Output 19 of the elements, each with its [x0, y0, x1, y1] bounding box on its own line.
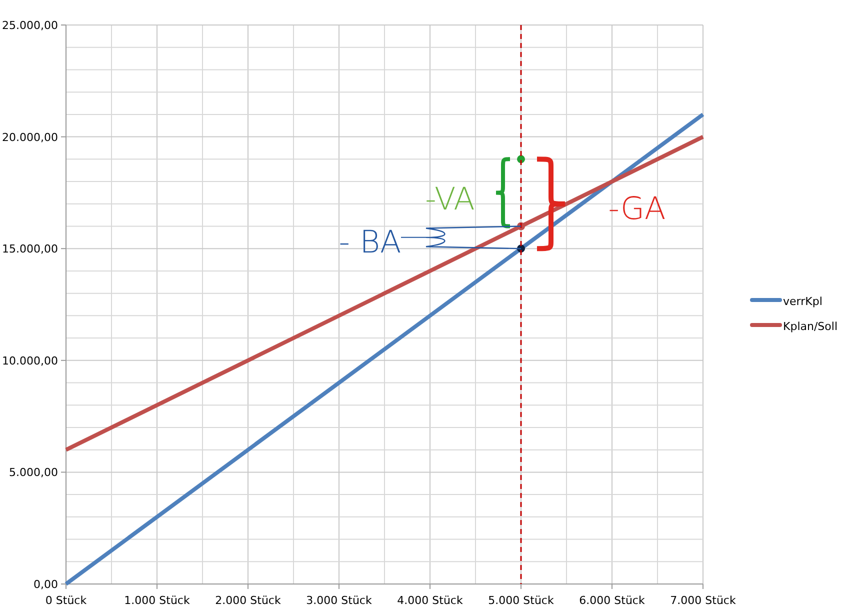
legend-label: verrKpl — [783, 295, 822, 308]
x-tick-label: 5.000 Stück — [488, 594, 554, 607]
annotation: - BA — [338, 224, 402, 261]
y-tick-label: 10.000,00 — [2, 354, 58, 368]
x-tick-label: 0 Stück — [45, 594, 88, 607]
y-tick-label: 5.000,00 — [9, 466, 58, 480]
annotation: -GA — [608, 190, 666, 227]
y-tick-label: 25.000,00 — [2, 19, 58, 32]
x-tick-label: 3.000 Stück — [306, 594, 372, 607]
x-tick-label: 1.000 Stück — [124, 594, 190, 607]
x-tick-label: 4.000 Stück — [397, 594, 464, 607]
annotation: -VA — [425, 182, 475, 218]
y-tick-label: 15.000,00 — [2, 242, 58, 256]
y-tick-label: 0,00 — [34, 578, 58, 591]
x-tick-label: 7.000 Stück — [670, 594, 736, 607]
x-tick-label: 2.000 Stück — [215, 594, 282, 607]
legend-label: Kplan/Soll — [783, 320, 838, 333]
x-tick-label: 6.000 Stück — [579, 594, 646, 607]
y-tick-label: 20.000,00 — [2, 130, 58, 144]
